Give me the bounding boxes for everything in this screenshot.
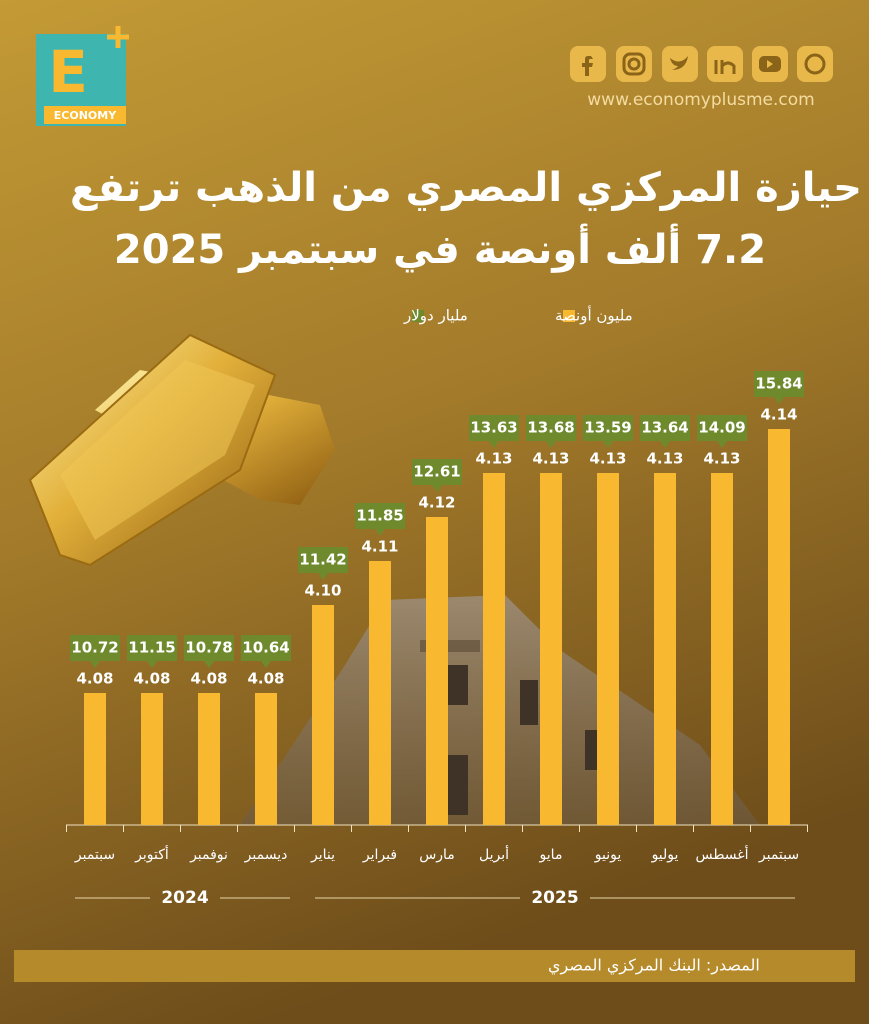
- bar: [540, 473, 562, 825]
- callout-label: 10.64: [242, 639, 289, 657]
- x-tick-label: سبتمبر: [758, 847, 799, 863]
- x-tick-label: مايو: [539, 847, 563, 863]
- bar: [255, 693, 277, 825]
- bar: [141, 693, 163, 825]
- source-band: [14, 950, 855, 982]
- callout: [184, 635, 234, 668]
- icon-glyph: [622, 52, 646, 76]
- bar: [312, 605, 334, 825]
- logo-plus: [107, 26, 129, 48]
- x-tick-label: يوليو: [651, 847, 679, 863]
- window: [520, 680, 538, 725]
- x-tick-label: أبريل: [479, 845, 509, 863]
- x-tick-label: مارس: [419, 847, 455, 863]
- bar-value-label: 4.13: [589, 450, 626, 468]
- source: المصدر: البنك المركزي المصري: [548, 956, 760, 976]
- callout: [70, 635, 120, 668]
- x-tick-label: فبراير: [362, 847, 397, 863]
- website[interactable]: www.economyplusme.com: [587, 90, 814, 110]
- callout-label: 10.72: [71, 639, 118, 657]
- threads-icon[interactable]: [797, 46, 833, 82]
- callout: [526, 415, 576, 448]
- callout-label: 10.78: [185, 639, 232, 657]
- icon-glyph: [627, 57, 641, 71]
- x-tick-label: أغسطس: [695, 845, 748, 863]
- social-icons: www.economyplusme.com: [570, 46, 833, 110]
- bar-value-label: 4.13: [475, 450, 512, 468]
- callout: [298, 547, 348, 580]
- icon-glyph: [767, 60, 773, 68]
- bar-value-label: 4.08: [190, 670, 227, 688]
- gold-bars-image: [28, 333, 335, 567]
- callout: [697, 415, 747, 448]
- callout-label: 12.61: [413, 463, 460, 481]
- legend-swatch: [412, 310, 424, 322]
- legend-swatch: [563, 310, 575, 322]
- legend-label: مليون أونصة: [555, 306, 633, 325]
- callout-label: 11.85: [356, 507, 403, 525]
- callout: [127, 635, 177, 668]
- callout-label: 11.42: [299, 551, 346, 569]
- x-tick-label: يناير: [310, 847, 335, 863]
- callout-label: 11.15: [128, 639, 175, 657]
- bar-value-label: 4.14: [760, 406, 797, 424]
- bar: [198, 693, 220, 825]
- icon-glyph: [804, 53, 826, 75]
- bar-value-label: 4.13: [703, 450, 740, 468]
- x-tick-label: يونيو: [594, 847, 622, 863]
- callout: [469, 415, 519, 448]
- bar: [711, 473, 733, 825]
- callout: [241, 635, 291, 668]
- callout-label: 13.68: [527, 419, 574, 437]
- chart-title: حيازة المركزي المصري من الذهب ترتفع: [70, 165, 862, 211]
- bar-value-label: 4.08: [247, 670, 284, 688]
- logo-band: [44, 106, 126, 124]
- callout-label: 15.84: [755, 375, 802, 393]
- x-tick-label: أكتوبر: [134, 845, 169, 863]
- callout-label: 14.09: [698, 419, 745, 437]
- chart-subtitle: 7.2 ألف أونصة في سبتمبر 2025: [114, 223, 766, 273]
- bar: [483, 473, 505, 825]
- bar: [654, 473, 676, 825]
- year-label: 2025: [531, 888, 578, 908]
- logo-letter: E: [48, 38, 88, 106]
- bar-value-label: 4.13: [646, 450, 683, 468]
- bar: [768, 429, 790, 825]
- callout: [412, 459, 462, 492]
- bar-value-label: 4.11: [361, 538, 398, 556]
- bar: [597, 473, 619, 825]
- bar: [84, 693, 106, 825]
- callout-label: 13.63: [470, 419, 517, 437]
- bar-value-label: 4.13: [532, 450, 569, 468]
- icon-glyph: [582, 56, 593, 76]
- bar: [426, 517, 448, 825]
- bar-value-label: 4.08: [76, 670, 113, 688]
- callout-label: 13.59: [584, 419, 631, 437]
- callout: [640, 415, 690, 448]
- icon-glyph: [670, 56, 688, 70]
- year-label: 2024: [161, 888, 208, 908]
- gold-bar-face: [60, 360, 255, 540]
- callout-label: 13.64: [641, 419, 688, 437]
- logo: E ECONOMY: [36, 26, 129, 126]
- callout: [355, 503, 405, 536]
- instagram-icon[interactable]: [616, 46, 652, 82]
- x-tick-label: ديسمبر: [244, 847, 288, 863]
- icon-glyph: [714, 60, 736, 74]
- logo-word: ECONOMY: [54, 109, 117, 122]
- x-tick-label: سبتمبر: [74, 847, 115, 863]
- window: [585, 730, 599, 770]
- x-tick-label: نوفمبر: [189, 847, 228, 863]
- legend-label: مليار دولار: [403, 307, 468, 325]
- bar: [369, 561, 391, 825]
- callout: [583, 415, 633, 448]
- bar-value-label: 4.08: [133, 670, 170, 688]
- bar-value-label: 4.12: [418, 494, 455, 512]
- bar-value-label: 4.10: [304, 582, 341, 600]
- callout: [754, 371, 804, 404]
